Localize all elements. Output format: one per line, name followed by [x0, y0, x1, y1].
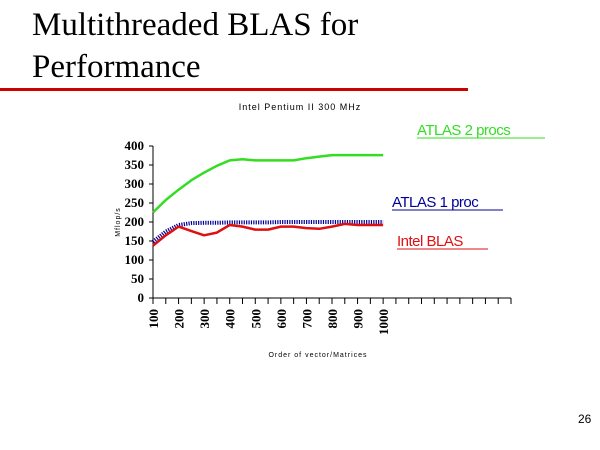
y-tick-label: 350	[125, 157, 145, 172]
series-line-atlas-1-proc	[151, 220, 384, 244]
chart-axes: 0 50 100 150 200 250 300 350 400 100 200 300 400 500 6…	[125, 138, 512, 335]
page-number: 26	[578, 412, 592, 426]
legend-layer: ATLAS 2 procs ATLAS 1 proc Intel BLAS	[392, 122, 545, 250]
y-axis-label: Mflop/s	[115, 207, 122, 237]
legend-atlas-2-procs-label: ATLAS 2 procs	[417, 122, 510, 139]
series-line-intel-blas	[152, 222, 384, 247]
y-tick-label: 100	[125, 252, 145, 267]
title-underline	[0, 88, 468, 91]
x-tick-label: 300	[197, 309, 212, 329]
x-tick-label: 200	[172, 309, 187, 329]
slide-title-line-2: Performance	[32, 49, 201, 85]
slide-title-line-1: Multithreaded BLAS for	[32, 7, 359, 43]
chart-title: Intel Pentium II 300 MHz	[239, 102, 362, 112]
y-tick-label: 150	[125, 233, 145, 248]
x-tick-label: 400	[223, 309, 238, 329]
series-layer	[151, 153, 384, 247]
legend-intel-blas-label: Intel BLAS	[397, 233, 463, 250]
y-tick-label: 50	[131, 271, 144, 286]
y-tick-label: 300	[125, 176, 145, 191]
x-axis-label: Order of vector/Matrices	[268, 352, 367, 359]
x-tick-label: 700	[299, 309, 314, 329]
y-tick-label: 0	[138, 290, 145, 305]
x-tick-label: 500	[248, 309, 263, 329]
x-tick-label: 600	[274, 309, 289, 329]
y-tick-label: 200	[125, 214, 145, 229]
slide-title: Multithreaded BLAS for Performance	[32, 4, 358, 88]
x-tick-label: 800	[325, 309, 340, 329]
x-tick-label: 1000	[376, 309, 391, 335]
x-tick-label: 100	[146, 309, 161, 329]
x-tick-label: 900	[351, 309, 366, 329]
series-line-atlas-2-procs	[152, 153, 384, 214]
legend-atlas-1-proc-label: ATLAS 1 proc	[392, 194, 479, 211]
y-tick-label: 400	[125, 138, 145, 153]
y-tick-label: 250	[125, 195, 145, 210]
